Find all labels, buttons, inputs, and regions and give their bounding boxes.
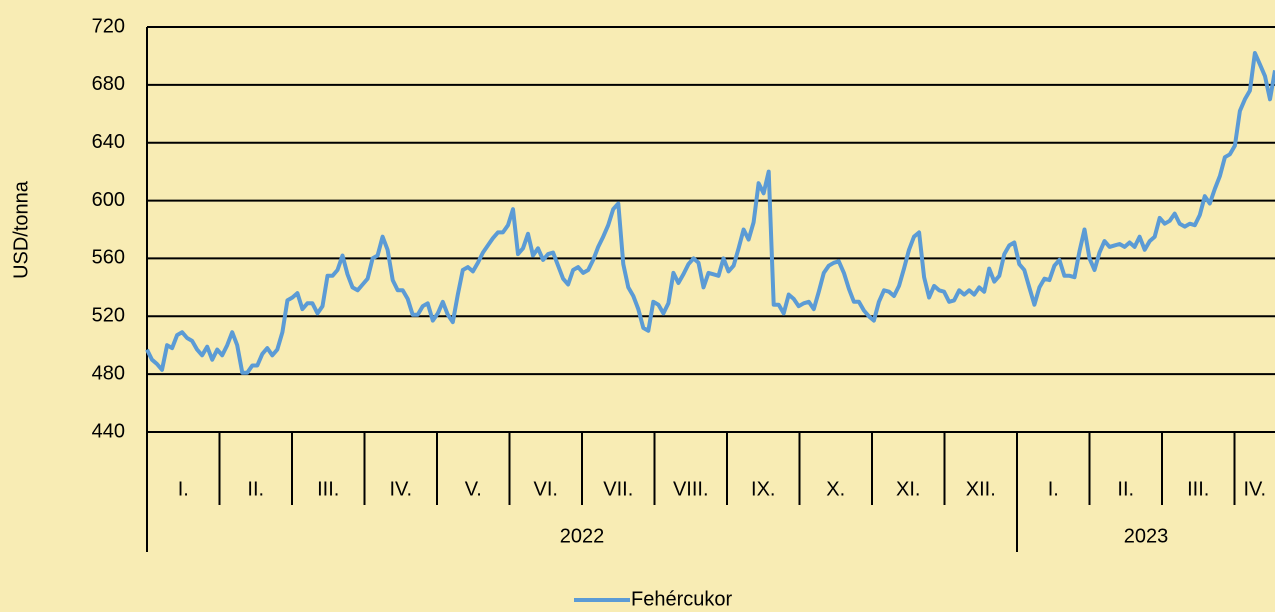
x-tick-label: XI. <box>896 478 920 500</box>
y-tick-label: 600 <box>92 189 125 211</box>
x-tick-label: VII. <box>603 478 633 500</box>
y-tick-label: 680 <box>92 73 125 95</box>
y-tick-label: 520 <box>92 305 125 327</box>
x-tick-label: IX. <box>751 478 775 500</box>
x-tick-label: II. <box>1117 478 1134 500</box>
x-tick-label: XII. <box>966 478 996 500</box>
x-tick-label: V. <box>465 478 482 500</box>
x-tick-label: X. <box>826 478 845 500</box>
x-tick-label: I. <box>178 478 189 500</box>
year-label: 2023 <box>1124 525 1169 547</box>
y-tick-label: 720 <box>92 15 125 37</box>
year-label: 2022 <box>560 525 605 547</box>
y-tick-label: 640 <box>92 131 125 153</box>
legend-label: Fehércukor <box>631 588 732 610</box>
y-tick-label: 440 <box>92 420 125 442</box>
data-line <box>145 51 1275 375</box>
x-tick-label: I. <box>1048 478 1059 500</box>
x-tick-label: IV. <box>1243 478 1266 500</box>
x-tick-label: IV. <box>389 478 412 500</box>
y-tick-label: 480 <box>92 362 125 384</box>
x-tick-label: VI. <box>534 478 558 500</box>
x-tick-label: III. <box>317 478 339 500</box>
y-tick-label: 560 <box>92 247 125 269</box>
x-tick-label: III. <box>1187 478 1209 500</box>
x-tick-label: II. <box>247 478 264 500</box>
y-axis-label: USD/tonna <box>10 180 32 279</box>
x-tick-label: VIII. <box>673 478 709 500</box>
